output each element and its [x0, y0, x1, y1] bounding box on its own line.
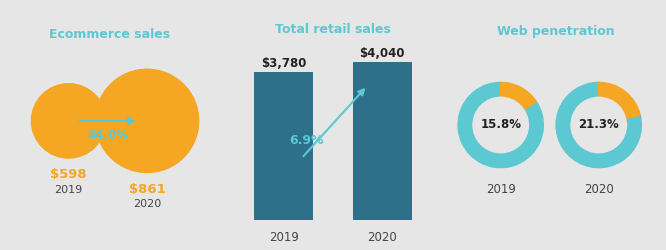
- Circle shape: [31, 84, 106, 158]
- Circle shape: [95, 69, 198, 172]
- Text: $598: $598: [51, 168, 87, 181]
- Text: 6.9%: 6.9%: [289, 134, 323, 147]
- Text: Total retail sales: Total retail sales: [275, 23, 391, 36]
- Bar: [353, 62, 412, 220]
- Wedge shape: [556, 82, 641, 168]
- Text: 21.3%: 21.3%: [578, 118, 619, 132]
- Wedge shape: [599, 82, 640, 118]
- Text: 2019: 2019: [55, 185, 83, 195]
- Text: $861: $861: [129, 183, 165, 196]
- Bar: [254, 72, 313, 220]
- Text: $4,040: $4,040: [360, 47, 405, 60]
- Text: 2020: 2020: [367, 231, 397, 244]
- Text: 15.8%: 15.8%: [480, 118, 521, 132]
- Text: Web penetration: Web penetration: [498, 25, 615, 38]
- Text: 44.0%: 44.0%: [87, 129, 129, 142]
- Text: 2019: 2019: [486, 182, 515, 196]
- Text: $3,780: $3,780: [261, 57, 306, 70]
- Text: 2020: 2020: [584, 182, 613, 196]
- Wedge shape: [501, 82, 536, 110]
- Text: Ecommerce sales: Ecommerce sales: [49, 28, 170, 41]
- Text: 2019: 2019: [269, 231, 299, 244]
- Text: 2020: 2020: [133, 199, 161, 209]
- Wedge shape: [458, 82, 543, 168]
- Circle shape: [473, 97, 528, 153]
- Circle shape: [571, 97, 627, 153]
